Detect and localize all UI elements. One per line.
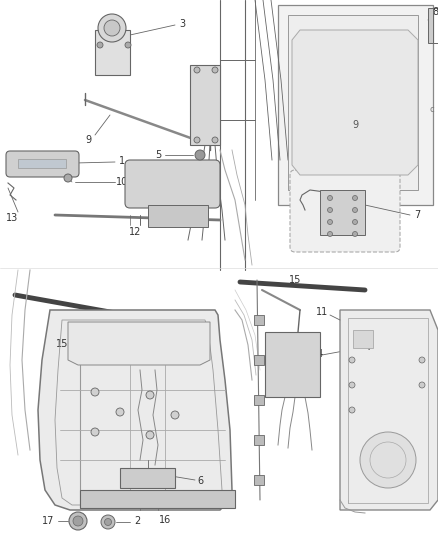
Circle shape: [353, 220, 357, 224]
Circle shape: [194, 67, 200, 73]
Text: 5: 5: [155, 150, 161, 160]
Bar: [148, 205, 208, 227]
Bar: [353, 330, 373, 348]
Text: 10: 10: [116, 177, 128, 187]
Circle shape: [64, 174, 72, 182]
Bar: [320, 190, 365, 235]
FancyBboxPatch shape: [6, 151, 79, 177]
Bar: [254, 435, 264, 445]
Bar: [120, 468, 175, 488]
Circle shape: [349, 357, 355, 363]
Bar: [265, 332, 320, 397]
Text: 11: 11: [316, 307, 328, 317]
Circle shape: [328, 231, 332, 237]
Bar: [278, 5, 433, 205]
Circle shape: [353, 207, 357, 213]
Text: 8: 8: [432, 7, 438, 17]
Circle shape: [125, 42, 131, 48]
Circle shape: [349, 407, 355, 413]
Circle shape: [91, 388, 99, 396]
Circle shape: [195, 150, 205, 160]
Text: 12: 12: [129, 227, 141, 237]
Text: 16: 16: [159, 515, 171, 525]
Bar: [254, 395, 264, 405]
Circle shape: [353, 231, 357, 237]
Bar: [428, 8, 433, 43]
FancyBboxPatch shape: [125, 160, 220, 208]
Bar: [254, 475, 264, 485]
Circle shape: [146, 391, 154, 399]
Bar: [254, 355, 264, 365]
Text: 15: 15: [56, 339, 68, 349]
Circle shape: [91, 428, 99, 436]
Polygon shape: [292, 30, 418, 175]
Circle shape: [328, 207, 332, 213]
Text: 9: 9: [85, 135, 91, 145]
Bar: [80, 490, 235, 508]
Circle shape: [328, 220, 332, 224]
Polygon shape: [38, 310, 232, 510]
FancyBboxPatch shape: [290, 170, 400, 252]
Bar: [288, 15, 418, 190]
Circle shape: [116, 408, 124, 416]
Circle shape: [69, 512, 87, 530]
Text: 1: 1: [119, 156, 125, 166]
Circle shape: [97, 42, 103, 48]
Text: 17: 17: [42, 516, 54, 526]
Circle shape: [212, 67, 218, 73]
Circle shape: [349, 382, 355, 388]
Bar: [254, 315, 264, 325]
Circle shape: [73, 516, 83, 526]
Polygon shape: [68, 322, 210, 365]
Circle shape: [98, 14, 126, 42]
Circle shape: [101, 515, 115, 529]
Text: 15: 15: [289, 275, 301, 285]
Text: 9: 9: [352, 120, 358, 130]
Circle shape: [419, 382, 425, 388]
Circle shape: [104, 20, 120, 36]
Text: 3: 3: [179, 19, 185, 29]
Polygon shape: [340, 310, 438, 510]
Circle shape: [105, 519, 112, 526]
Text: 4: 4: [365, 342, 371, 352]
Text: 14: 14: [312, 349, 324, 359]
Bar: [190, 65, 220, 145]
Circle shape: [353, 196, 357, 200]
Circle shape: [419, 357, 425, 363]
Circle shape: [194, 137, 200, 143]
Circle shape: [212, 137, 218, 143]
Text: 2: 2: [134, 516, 140, 526]
Circle shape: [146, 431, 154, 439]
Text: c: c: [430, 106, 434, 115]
Text: 13: 13: [6, 213, 18, 223]
Text: 7: 7: [414, 210, 420, 220]
Circle shape: [171, 411, 179, 419]
Bar: [348, 318, 428, 503]
Text: 6: 6: [197, 476, 203, 486]
Circle shape: [360, 432, 416, 488]
Bar: [95, 30, 130, 75]
Circle shape: [328, 196, 332, 200]
Bar: [18, 159, 66, 168]
